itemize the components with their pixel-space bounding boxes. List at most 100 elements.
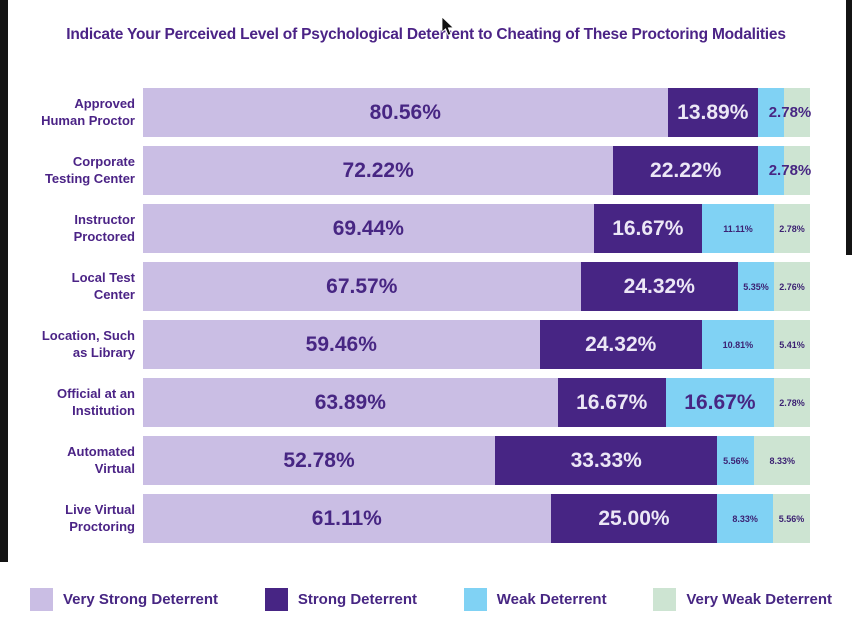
segment-value-label: 24.32%	[623, 274, 695, 298]
stacked-bar-chart: Approved Human Proctor 80.56% 13.89% 2.7…	[10, 88, 811, 552]
stacked-bar: 61.11% 25.00% 8.33% 5.56%	[143, 494, 810, 543]
category-label: Local Test Center	[71, 269, 135, 302]
segment-value-label: 5.56%	[778, 513, 805, 524]
bar-segment-very_strong: 69.44%	[143, 204, 594, 253]
bar-segment-weak	[758, 88, 784, 137]
category-label: Instructor Proctored	[73, 211, 135, 244]
segment-value-label: 5.35%	[743, 281, 769, 292]
segment-value-label: 8.33%	[732, 513, 758, 524]
segment-value-label: 61.11%	[311, 506, 382, 530]
stacked-bar: 67.57% 24.32% 5.35% 2.76%	[143, 262, 810, 311]
bar-segment-strong: 24.32%	[539, 320, 702, 369]
segment-value-label: 22.22%	[650, 158, 722, 182]
bar-segment-strong: 24.32%	[580, 262, 738, 311]
segment-value-label: 25.00%	[598, 506, 670, 530]
legend-swatch	[653, 588, 677, 611]
segment-value-label: 63.89%	[314, 390, 386, 414]
bar-segment-weak: 5.35%	[738, 262, 774, 311]
category-label: Live Virtual Proctoring	[65, 501, 135, 534]
category-label: Approved Human Proctor	[41, 95, 135, 128]
bar-segment-weak	[758, 146, 784, 195]
stacked-bar: 72.22% 22.22% 2.78%	[143, 146, 811, 195]
chart-row: Instructor Proctored 69.44% 16.67% 11.11…	[10, 204, 811, 253]
segment-value-label: 5.41%	[779, 339, 805, 350]
segment-value-label: 33.33%	[570, 448, 642, 472]
bar-segment-very_strong: 80.56%	[143, 88, 668, 137]
bar-segment-very_weak: 2.78%	[774, 204, 811, 253]
legend-label: Strong Deterrent	[297, 591, 418, 608]
legend-swatch	[30, 588, 53, 611]
segment-value-label: 2.78%	[779, 223, 805, 234]
segment-value-label: 80.56%	[369, 100, 441, 124]
segment-value-label: 24.32%	[585, 332, 657, 356]
category-label: Official at an Institution	[56, 385, 135, 418]
segment-value-label: 16.67%	[576, 390, 648, 414]
legend-item: Very Strong Deterrent	[30, 588, 218, 611]
bar-segment-strong: 25.00%	[550, 494, 718, 543]
chart-row: Automated Virtual 52.78% 33.33% 5.56% 8.…	[10, 436, 810, 485]
bar-segment-strong: 13.89%	[667, 88, 758, 137]
chart-row: Approved Human Proctor 80.56% 13.89% 2.7…	[10, 88, 811, 137]
screen-edge-right-bar	[846, 0, 852, 255]
stacked-bar: 52.78% 33.33% 5.56% 8.33%	[143, 436, 810, 485]
category-label: Automated Virtual	[67, 443, 135, 476]
legend-label: Very Weak Deterrent	[686, 591, 832, 608]
stacked-bar: 59.46% 24.32% 10.81% 5.41%	[143, 320, 810, 369]
segment-value-label: 10.81%	[722, 339, 754, 350]
legend-item: Very Weak Deterrent	[653, 588, 832, 611]
bar-segment-very_strong: 72.22%	[143, 146, 614, 195]
bar-segment-very_weak: 5.41%	[773, 320, 810, 369]
bar-segment-very_weak: 5.56%	[772, 494, 810, 543]
segment-value-label: 69.44%	[332, 216, 404, 240]
bar-segment-weak: 5.56%	[717, 436, 755, 485]
segment-value-label: 52.78%	[283, 448, 355, 472]
stacked-bar: 69.44% 16.67% 11.11% 2.78%	[143, 204, 811, 253]
bar-segment-very_strong: 52.78%	[143, 436, 496, 485]
bar-segment-very_weak	[784, 88, 810, 137]
segment-value-label: 13.89%	[677, 100, 749, 124]
bar-segment-strong: 16.67%	[557, 378, 666, 427]
bar-segment-very_strong: 67.57%	[143, 262, 581, 311]
legend-swatch	[264, 588, 288, 611]
bar-segment-strong: 22.22%	[613, 146, 758, 195]
chart-row: Live Virtual Proctoring 61.11% 25.00% 8.…	[10, 494, 810, 543]
chart-row: Local Test Center 67.57% 24.32% 5.35% 2.…	[10, 262, 810, 311]
bar-segment-very_weak	[784, 146, 810, 195]
segment-value-label: 16.67%	[612, 216, 684, 240]
bar-segment-weak: 8.33%	[717, 494, 773, 543]
legend-item: Strong Deterrent	[264, 588, 418, 611]
bar-segment-very_strong: 61.11%	[143, 494, 551, 543]
stacked-bar: 63.89% 16.67% 16.67% 2.78%	[143, 378, 810, 427]
bar-segment-weak: 11.11%	[701, 204, 775, 253]
legend-item: Weak Deterrent	[463, 588, 607, 611]
bar-segment-strong: 16.67%	[593, 204, 702, 253]
chart-row: Location, Such as Library 59.46% 24.32% …	[10, 320, 810, 369]
bar-segment-weak: 10.81%	[701, 320, 774, 369]
stacked-bar: 80.56% 13.89% 2.78%	[143, 88, 811, 137]
bar-segment-weak: 16.67%	[665, 378, 774, 427]
category-label: Location, Such as Library	[41, 327, 135, 360]
chart-row: Corporate Testing Center 72.22% 22.22% 2…	[10, 146, 811, 195]
segment-value-label: 59.46%	[305, 332, 377, 356]
screen-edge-left-bar	[0, 0, 8, 562]
bar-segment-very_weak: 8.33%	[754, 436, 810, 485]
bar-segment-very_strong: 63.89%	[143, 378, 558, 427]
legend-label: Weak Deterrent	[496, 591, 607, 608]
chart-legend: Very Strong Deterrent Strong Deterrent W…	[30, 588, 832, 611]
bar-segment-very_weak: 2.78%	[774, 378, 810, 427]
segment-value-label: 2.78%	[779, 397, 805, 408]
segment-value-label: 72.22%	[342, 158, 414, 182]
segment-value-label: 16.67%	[684, 390, 756, 414]
segment-value-label: 2.76%	[779, 281, 805, 292]
segment-value-label: 5.56%	[723, 455, 749, 466]
bar-segment-very_strong: 59.46%	[143, 320, 540, 369]
segment-value-label: 11.11%	[723, 223, 753, 234]
bar-segment-very_weak: 2.76%	[774, 262, 810, 311]
bar-segment-strong: 33.33%	[495, 436, 718, 485]
category-label: Corporate Testing Center	[44, 153, 135, 186]
chart-row: Official at an Institution 63.89% 16.67%…	[10, 378, 810, 427]
legend-swatch	[463, 588, 487, 611]
segment-value-label: 67.57%	[326, 274, 398, 298]
legend-label: Very Strong Deterrent	[63, 591, 219, 608]
segment-value-label: 8.33%	[769, 455, 795, 466]
